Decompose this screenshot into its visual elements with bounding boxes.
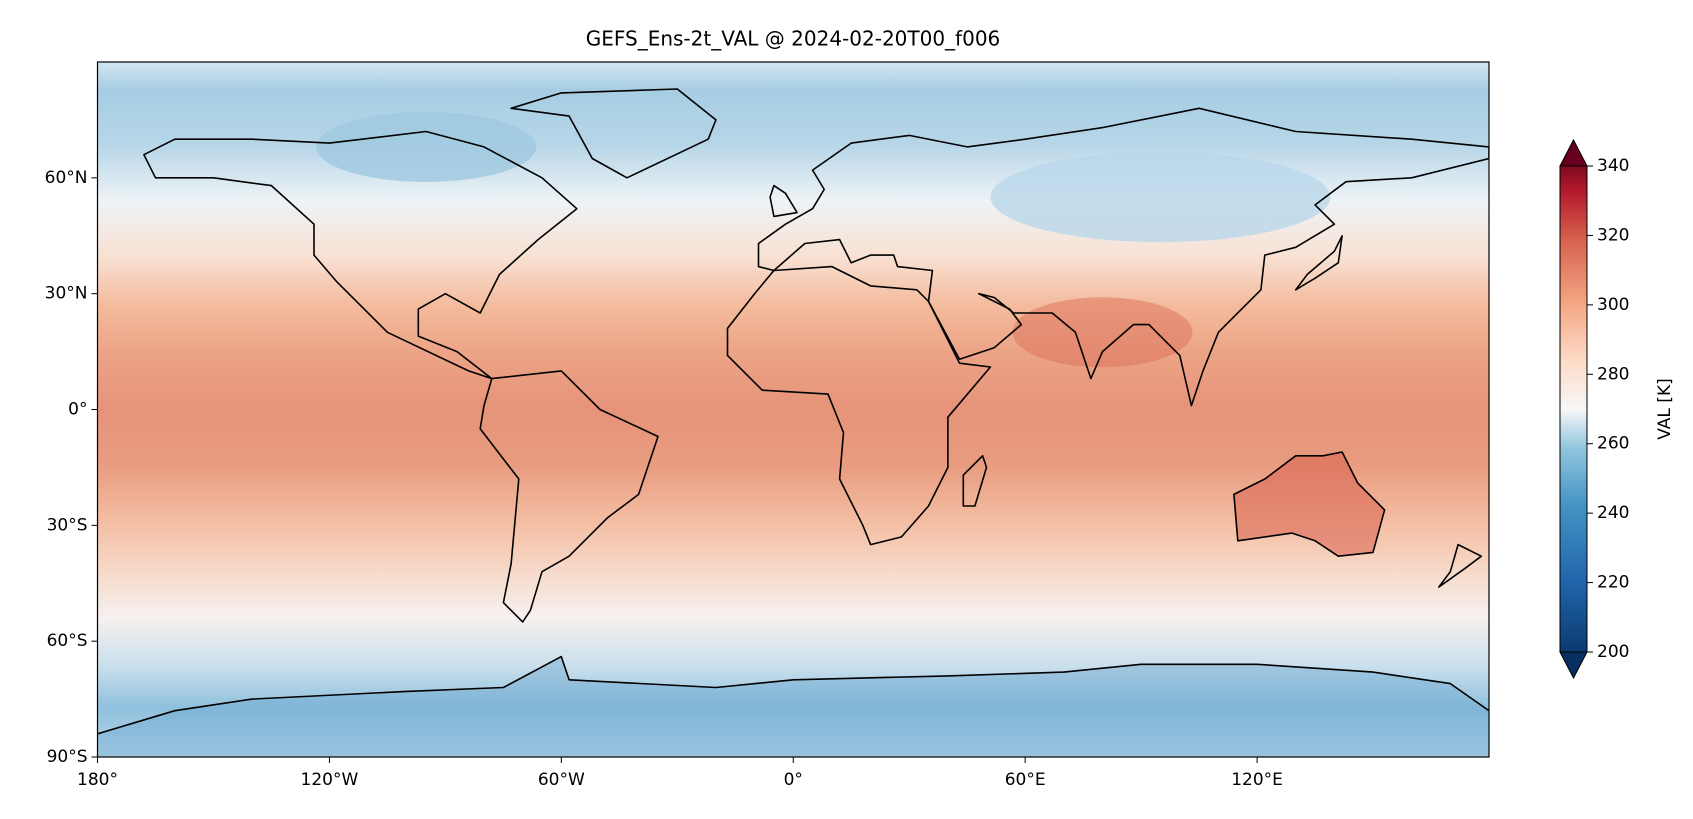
- coastline: [97, 655, 1489, 735]
- colorbar-extend-max: [1559, 138, 1588, 167]
- coastline: [769, 184, 798, 218]
- cold-patch: [990, 152, 1331, 243]
- coastline: [1233, 451, 1386, 557]
- warm-patch: [1233, 452, 1385, 557]
- y-tick-label: 30°S: [47, 515, 88, 535]
- colorbar-extend-min: [1559, 651, 1588, 680]
- coastline: [962, 455, 988, 507]
- y-tick-label: 90°S: [47, 747, 88, 767]
- colorbar-tick-label: 240: [1597, 503, 1629, 523]
- colorbar-tick-label: 200: [1597, 642, 1629, 662]
- cold-patch: [316, 111, 537, 182]
- colorbar-tick-label: 260: [1597, 434, 1629, 454]
- cold-patch: [97, 656, 1489, 757]
- x-tick-label: 60°E: [1005, 770, 1046, 790]
- x-tick-label: 120°E: [1231, 770, 1283, 790]
- x-tick-label: 180°: [77, 770, 118, 790]
- colorbar: [1559, 165, 1588, 653]
- coastline: [757, 107, 1489, 407]
- title: GEFS_Ens-2t_VAL @ 2024-02-20T00_f006: [586, 27, 1001, 51]
- warm-patch: [1012, 297, 1193, 368]
- coastline: [1438, 543, 1483, 588]
- colorbar-tick-label: 300: [1597, 295, 1629, 315]
- map-field: [97, 62, 1489, 757]
- colorbar-tick-label: 220: [1597, 573, 1629, 593]
- coastline: [510, 88, 717, 179]
- x-tick-label: 0°: [784, 770, 803, 790]
- y-tick-label: 0°: [68, 400, 87, 420]
- y-tick-label: 60°N: [45, 168, 88, 188]
- x-tick-label: 120°W: [301, 770, 359, 790]
- colorbar-tick-label: 280: [1597, 364, 1629, 384]
- y-tick-label: 60°S: [47, 631, 88, 651]
- colorbar-label: VAL [K]: [1655, 378, 1675, 439]
- y-tick-label: 30°N: [45, 284, 88, 304]
- colorbar-tick-label: 340: [1597, 156, 1629, 176]
- x-tick-label: 60°W: [538, 770, 585, 790]
- colorbar-tick-label: 320: [1597, 225, 1629, 245]
- coastline: [479, 370, 659, 623]
- coastline: [143, 130, 578, 380]
- coastline: [1294, 235, 1343, 291]
- coastline: [726, 265, 992, 546]
